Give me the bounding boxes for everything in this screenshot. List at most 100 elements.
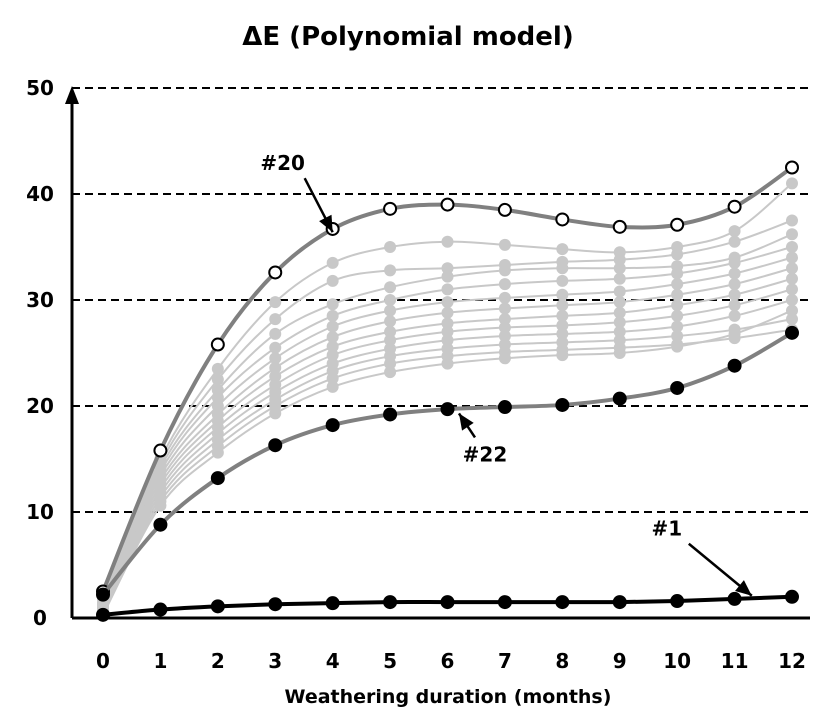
background-point-7-7 [498, 321, 511, 334]
background-point-4-3 [269, 352, 282, 365]
data-point-1-11 [727, 358, 742, 373]
background-point-8-9 [613, 325, 626, 338]
background-point-4-10 [671, 278, 684, 291]
data-point-2-3 [268, 597, 283, 612]
background-point-1-9 [613, 253, 626, 266]
background-point-5-5 [384, 315, 397, 328]
x-tick-label-4: 4 [326, 649, 340, 673]
background-point-11-1 [154, 499, 167, 512]
background-point-8-8 [556, 327, 569, 340]
background-point-2-12 [786, 228, 798, 241]
x-tick-label-7: 7 [498, 649, 512, 673]
background-point-6-3 [269, 370, 282, 383]
x-axis-title: Weathering duration (months) [285, 686, 612, 708]
background-point-1-3 [269, 313, 282, 326]
background-point-9-10 [671, 330, 684, 343]
data-point-2-1 [153, 602, 168, 617]
x-tick-label-3: 3 [268, 649, 282, 673]
data-point-1-6 [440, 402, 455, 417]
data-point-1-4 [325, 418, 340, 433]
background-point-5-6 [441, 306, 454, 319]
background-point-2-7 [498, 264, 511, 277]
x-tick-label-5: 5 [383, 649, 397, 673]
annotation-label-0: #20 [260, 151, 305, 175]
background-point-6-6 [441, 317, 454, 330]
background-point-9-12 [786, 313, 798, 326]
data-point-1-10 [670, 380, 685, 395]
y-tick-label-20: 20 [26, 394, 54, 418]
background-point-2-9 [613, 262, 626, 275]
background-point-1-4 [326, 274, 339, 287]
x-tick-label-10: 10 [663, 649, 691, 673]
data-point-2-12 [785, 589, 799, 604]
data-point-1-5 [383, 407, 398, 422]
x-tick-label-2: 2 [211, 649, 225, 673]
data-point-2-2 [210, 599, 225, 614]
data-point-0-6 [440, 197, 455, 212]
data-point-2-10 [670, 594, 685, 609]
x-tick-label-1: 1 [153, 649, 167, 673]
background-point-3-4 [326, 309, 339, 322]
background-point-3-8 [556, 274, 569, 287]
background-point-0-4 [326, 256, 339, 269]
background-point-4-9 [613, 285, 626, 298]
background-point-8-12 [786, 294, 798, 306]
background-point-0-11 [728, 225, 741, 238]
background-point-11-7 [498, 352, 511, 365]
background-point-2-4 [326, 298, 339, 311]
data-point-1-3 [268, 438, 283, 453]
x-tick-label-8: 8 [555, 649, 569, 673]
y-axis-arrowhead [65, 86, 79, 104]
background-point-4-12 [786, 251, 798, 264]
background-point-3-9 [613, 272, 626, 285]
background-point-2-6 [441, 270, 454, 283]
background-point-6-5 [384, 325, 397, 338]
background-point-7-9 [613, 316, 626, 329]
data-point-0-1 [153, 443, 168, 458]
background-point-6-7 [498, 313, 511, 326]
background-point-3-12 [786, 241, 798, 253]
background-point-0-7 [498, 238, 511, 251]
background-point-0-2 [211, 362, 224, 375]
annotation-arrowhead-1 [458, 413, 474, 431]
background-point-6-12 [786, 272, 798, 285]
background-point-8-6 [441, 334, 454, 347]
background-point-4-8 [556, 288, 569, 301]
series-line-0 [101, 165, 794, 593]
background-point-11-12 [786, 304, 798, 317]
data-point-1-9 [612, 391, 627, 406]
background-point-11-10 [671, 340, 684, 353]
data-point-0-11 [727, 199, 742, 214]
background-point-11-5 [384, 366, 397, 379]
x-tick-label-11: 11 [721, 649, 749, 673]
background-point-6-8 [556, 309, 569, 322]
background-point-7-6 [441, 325, 454, 338]
background-point-1-10 [671, 248, 684, 261]
background-point-4-5 [384, 304, 397, 317]
background-point-8-10 [671, 320, 684, 333]
background-point-5-4 [326, 331, 339, 344]
data-point-1-8 [555, 397, 570, 412]
y-tick-label-30: 30 [26, 288, 54, 312]
data-point-0-8 [555, 212, 570, 227]
background-point-8-11 [728, 309, 741, 322]
y-tick-label-40: 40 [26, 182, 54, 206]
background-point-5-12 [786, 262, 798, 275]
data-point-1-12 [785, 325, 799, 340]
background-point-8-7 [498, 330, 511, 343]
background-point-0-6 [441, 235, 454, 248]
data-point-0-7 [497, 202, 512, 217]
data-point-0-5 [383, 201, 398, 216]
background-point-3-2 [211, 391, 224, 404]
background-point-5-11 [728, 278, 741, 291]
background-point-2-8 [556, 262, 569, 275]
background-point-0-5 [384, 241, 397, 253]
y-tick-label-50: 50 [26, 76, 54, 100]
series-line-1 [101, 331, 793, 596]
background-point-11-11 [728, 327, 741, 340]
background-point-11-3 [269, 407, 282, 420]
background-point-1-11 [728, 235, 741, 248]
x-tick-label-9: 9 [613, 649, 627, 673]
background-series-line-1 [102, 219, 793, 600]
